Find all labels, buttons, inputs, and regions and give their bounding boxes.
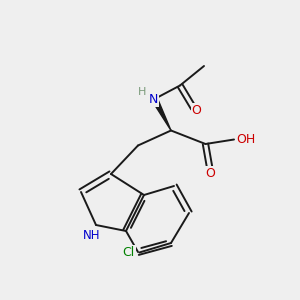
Text: O: O — [192, 104, 201, 118]
Text: Cl: Cl — [123, 246, 135, 259]
Text: O: O — [205, 167, 215, 180]
Text: NH: NH — [83, 229, 100, 242]
Polygon shape — [152, 98, 171, 130]
Text: OH: OH — [236, 133, 255, 146]
Text: N: N — [148, 93, 158, 106]
Text: H: H — [138, 87, 146, 98]
